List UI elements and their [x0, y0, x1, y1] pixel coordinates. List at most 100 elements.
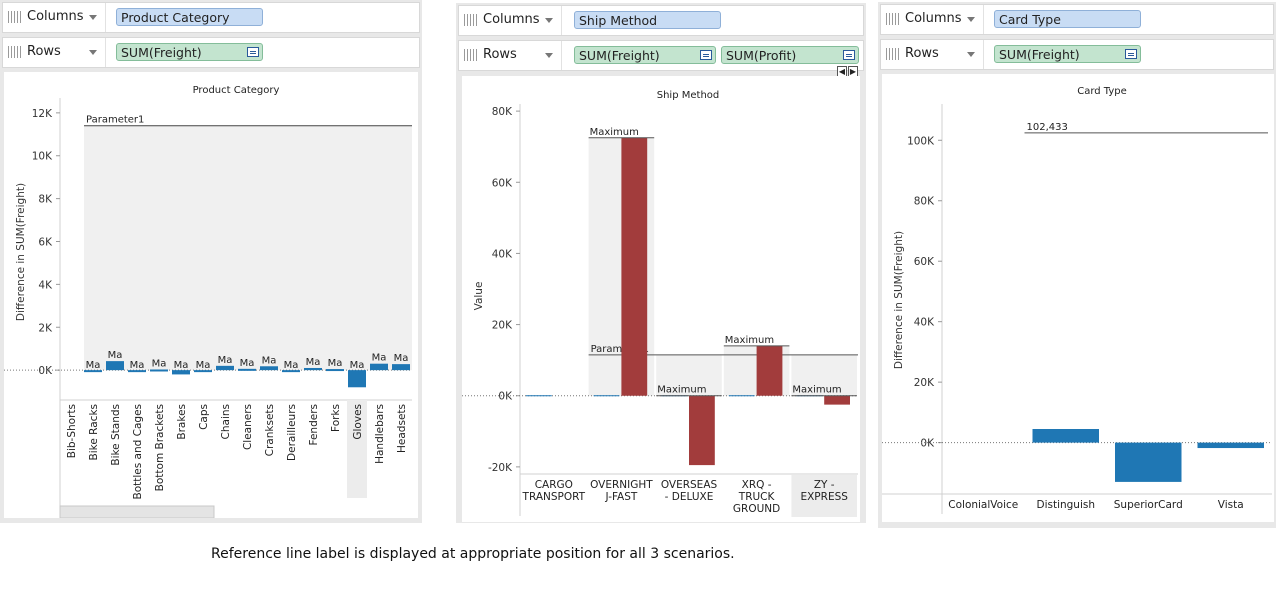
chart-title: Ship Method	[657, 90, 720, 101]
x-tick-label: XRQ -TRUCK GROUND	[733, 479, 780, 515]
chevron-down-icon[interactable]	[545, 53, 553, 58]
reference-band	[791, 354, 857, 396]
bar-label: Ma	[328, 358, 343, 369]
x-tick-label: Bib-Shorts	[66, 404, 78, 458]
bar-label: Maximum	[590, 127, 639, 138]
x-tick-label: Bike Racks	[88, 404, 100, 460]
y-tick-label: 40K	[492, 248, 513, 260]
x-tick-label: Headsets	[396, 404, 408, 453]
chevron-down-icon[interactable]	[89, 15, 97, 20]
rows-pill-profit[interactable]: SUM(Profit)	[721, 46, 859, 64]
bar	[326, 369, 344, 372]
chart-area: Card Type 102,433 0K 20K 40K 60K 80K 100K Differ…	[882, 74, 1274, 522]
quick-table-calc-icon	[843, 50, 855, 60]
y-axis-label: Difference in SUM(Freight)	[893, 231, 905, 369]
profit-bar	[621, 137, 648, 396]
category-highlight	[791, 475, 857, 517]
bar	[150, 369, 168, 372]
rows-pill-label: SUM(Freight)	[579, 48, 660, 63]
x-tick-label: Bottom Brackets	[154, 404, 166, 491]
rows-pill-freight[interactable]: SUM(Freight)	[574, 46, 716, 64]
rows-pill-freight[interactable]: SUM(Freight)	[116, 43, 263, 61]
columns-pill[interactable]: Ship Method	[574, 11, 721, 29]
quick-table-calc-icon	[1125, 49, 1137, 59]
chart-svg: Ship Method Parameter1 -20K 0K 20K 40K 60K 80K V…	[462, 90, 858, 517]
quick-table-calc-icon	[247, 47, 259, 57]
columns-shelf[interactable]: Columns Product Category	[2, 2, 420, 33]
x-tick-label: SuperiorCard	[1114, 499, 1183, 511]
rows-shelf[interactable]: Rows SUM(Freight) SUM(Profit) ◀ ▶	[458, 40, 864, 77]
rows-shelf-label: Rows	[483, 47, 517, 62]
chart-area: Ship Method Parameter1 -20K 0K 20K 40K 60K 80K V…	[462, 76, 860, 522]
bar	[260, 366, 278, 371]
rows-shelf-label: Rows	[27, 44, 61, 59]
category-highlight	[347, 400, 367, 498]
x-tick-label: Cleaners	[242, 404, 254, 450]
y-tick-label: 10K	[32, 151, 53, 163]
reference-band	[656, 354, 722, 396]
chart-area: Product Category Parameter1 0K 2K 4K 6K 8K 10K 1…	[4, 72, 418, 518]
columns-pill[interactable]: Card Type	[994, 10, 1141, 28]
x-tick-label: Forks	[330, 404, 342, 432]
x-tick-label: Derailleurs	[286, 404, 298, 461]
y-tick-label: 4K	[38, 279, 53, 291]
bar	[392, 364, 410, 371]
rows-shelf-label: Rows	[905, 46, 939, 61]
chevron-down-icon[interactable]	[967, 52, 975, 57]
bar	[1115, 442, 1182, 482]
chevron-down-icon[interactable]	[89, 50, 97, 55]
chevron-down-icon[interactable]	[545, 18, 553, 23]
bar-label: Ma	[130, 360, 145, 371]
chart-svg: Card Type 102,433 0K 20K 40K 60K 80K 100K Differ…	[882, 86, 1272, 514]
columns-pill[interactable]: Product Category	[116, 8, 263, 26]
shelf-scroll-arrows[interactable]: ◀ ▶	[837, 59, 859, 77]
y-tick-label: 100K	[907, 135, 935, 147]
chart-svg: Product Category Parameter1 0K 2K 4K 6K 8K 10K 1…	[4, 85, 412, 518]
profit-bar	[756, 345, 783, 396]
bar-label: Ma	[86, 360, 101, 371]
quick-table-calc-icon	[700, 50, 712, 60]
x-tick-label: Bottles and Cages	[132, 404, 144, 500]
bar	[370, 363, 388, 371]
bar-label: Ma	[196, 360, 211, 371]
y-axis-label: Difference in SUM(Freight)	[15, 183, 27, 321]
bar-label: Ma	[240, 358, 255, 369]
y-axis-label: Value	[473, 282, 485, 311]
bar	[282, 370, 300, 373]
columns-shelf-label: Columns	[905, 11, 962, 26]
y-tick-label: 80K	[914, 196, 935, 208]
reference-line-label: Parameter1	[86, 115, 144, 126]
worksheet-panel-ship-method: Columns Ship Method Rows SUM(Freight) SU…	[456, 3, 866, 523]
bar-label: Ma	[108, 350, 123, 361]
x-tick-label: Chains	[220, 404, 232, 439]
bar	[106, 361, 124, 371]
bar	[84, 370, 102, 373]
columns-shelf[interactable]: Columns Card Type	[880, 4, 1274, 35]
rows-pill-freight[interactable]: SUM(Freight)	[994, 45, 1141, 63]
bar	[128, 370, 146, 373]
rows-shelf[interactable]: Rows SUM(Freight)	[880, 39, 1274, 70]
horizontal-scrollbar	[59, 505, 215, 518]
y-tick-label: 80K	[492, 106, 513, 118]
x-tick-label: Gloves	[352, 404, 364, 440]
rows-shelf[interactable]: Rows SUM(Freight)	[2, 37, 420, 68]
rows-pill-label: SUM(Freight)	[999, 47, 1080, 62]
x-tick-label: OVERNIGHT J-FAST	[590, 479, 653, 503]
chevron-down-icon[interactable]	[967, 17, 975, 22]
bar-label: Ma	[350, 360, 365, 371]
bar-label: Ma	[372, 353, 387, 364]
y-tick-label: -20K	[488, 462, 513, 474]
x-tick-label: Vista	[1218, 499, 1244, 511]
bar-label: Ma	[394, 353, 409, 364]
chart-title: Card Type	[1077, 86, 1127, 97]
y-tick-label: 60K	[492, 177, 513, 189]
columns-shelf-icon	[886, 13, 900, 25]
y-tick-label: 2K	[38, 322, 53, 334]
columns-shelf[interactable]: Columns Ship Method	[458, 5, 864, 36]
x-tick-label: ColonialVoice	[948, 499, 1018, 511]
x-tick-label: Brakes	[176, 404, 188, 440]
worksheet-panel-product-category: Columns Product Category Rows SUM(Freigh…	[0, 0, 422, 523]
x-tick-label: CARGO TRANSPORT	[522, 479, 586, 503]
y-tick-label: 8K	[38, 194, 53, 206]
rows-shelf-icon	[886, 48, 900, 60]
